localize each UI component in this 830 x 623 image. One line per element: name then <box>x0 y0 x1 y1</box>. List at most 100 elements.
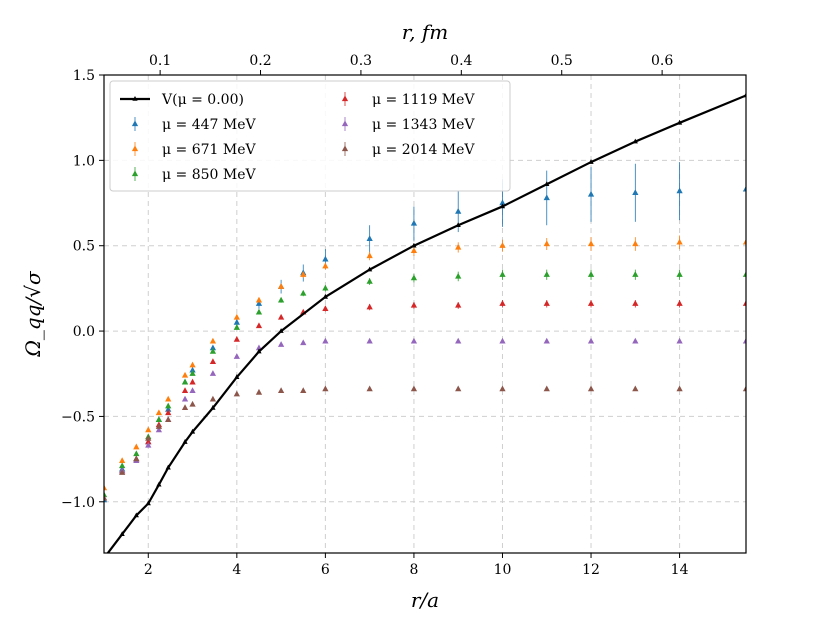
data-point <box>181 395 189 402</box>
data-point <box>233 313 240 320</box>
data-point <box>145 438 152 445</box>
legend-label: μ = 850 MeV <box>162 167 257 183</box>
data-point <box>322 262 329 269</box>
data-point <box>234 374 240 379</box>
x-tick-label: 6 <box>321 562 330 578</box>
data-point <box>742 271 746 277</box>
data-point <box>455 207 462 214</box>
legend: V(μ = 0.00) μ = 447 MeV μ = 671 MeV μ = 850… <box>109 80 511 192</box>
data-point <box>189 370 196 376</box>
data-point <box>455 243 462 250</box>
data-point <box>499 337 506 344</box>
data-point <box>255 296 263 303</box>
data-point <box>742 185 746 192</box>
series <box>104 337 746 501</box>
y-tick-label: −0.5 <box>61 409 95 425</box>
data-point <box>119 457 126 463</box>
data-point <box>499 203 506 209</box>
data-point <box>104 491 108 498</box>
x-tick-label: 2 <box>144 562 153 578</box>
data-point <box>588 159 594 164</box>
data-point <box>632 300 639 306</box>
data-point <box>632 138 638 144</box>
data-point <box>455 337 462 344</box>
data-point <box>189 361 196 368</box>
data-point <box>155 416 163 423</box>
data-point <box>587 300 595 306</box>
data-point <box>322 284 329 291</box>
legend-marker <box>341 145 349 152</box>
data-point <box>366 337 373 344</box>
data-point <box>499 242 506 248</box>
data-point <box>366 385 373 392</box>
data-point <box>209 337 217 344</box>
data-point <box>156 481 162 487</box>
data-point <box>255 308 263 315</box>
data-point <box>165 464 171 470</box>
data-point <box>322 255 329 262</box>
data-point <box>366 235 373 242</box>
data-point <box>587 385 595 392</box>
data-point <box>145 426 152 433</box>
data-point <box>543 271 550 277</box>
legend-label: μ = 1343 MeV <box>372 117 475 133</box>
data-point <box>256 348 262 354</box>
data-point <box>145 435 152 441</box>
data-point <box>632 385 639 392</box>
legend-label: μ = 1119 MeV <box>372 92 475 108</box>
top-x-tick-label: 0.6 <box>651 53 673 69</box>
data-point <box>676 385 683 392</box>
series <box>104 162 746 503</box>
x-axis-label: r/a <box>411 588 439 612</box>
data-point <box>277 341 285 347</box>
data-point <box>632 271 639 277</box>
data-point <box>300 339 307 346</box>
data-point <box>322 305 329 312</box>
series-layer <box>101 92 746 560</box>
data-point <box>277 387 285 393</box>
data-point <box>209 344 217 351</box>
top-x-tick-label: 0.3 <box>350 53 372 69</box>
data-point <box>182 439 188 444</box>
legend-marker <box>131 120 139 127</box>
data-point <box>676 238 683 245</box>
data-point <box>410 274 418 281</box>
data-point <box>189 428 196 434</box>
data-point <box>411 242 417 248</box>
series <box>104 269 746 498</box>
data-point <box>676 187 683 194</box>
data-point <box>233 390 240 397</box>
series <box>104 385 746 501</box>
data-point <box>133 443 140 450</box>
data-point <box>181 404 189 411</box>
legend-box <box>109 80 511 192</box>
data-point <box>544 181 550 187</box>
series <box>101 92 746 560</box>
data-point <box>209 358 217 364</box>
data-point <box>543 240 550 247</box>
legend-marker <box>341 120 349 127</box>
legend-marker <box>341 95 349 102</box>
data-point <box>455 385 462 392</box>
data-point <box>104 484 108 491</box>
data-point <box>233 353 240 359</box>
data-point <box>165 395 172 402</box>
data-point <box>181 371 189 378</box>
data-point <box>742 385 746 392</box>
data-point <box>676 119 683 125</box>
legend-label: μ = 671 MeV <box>162 142 257 158</box>
top-x-tick-label: 0.5 <box>551 53 573 69</box>
data-point <box>101 555 106 560</box>
data-point <box>322 337 329 344</box>
data-point <box>189 366 196 373</box>
data-point <box>499 385 506 392</box>
data-point <box>455 222 461 228</box>
data-point <box>209 347 217 354</box>
data-point <box>277 296 285 303</box>
data-point <box>181 378 189 385</box>
data-point <box>210 404 216 410</box>
top-x-tick-label: 0.1 <box>149 53 171 69</box>
legend-marker <box>131 145 139 152</box>
data-point <box>632 240 639 247</box>
